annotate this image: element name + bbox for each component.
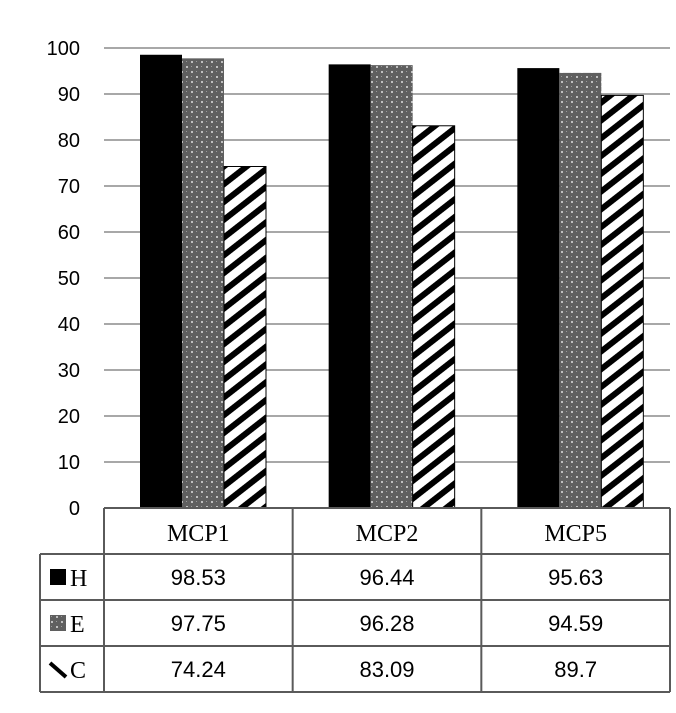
table-cell-value: 83.09 xyxy=(359,657,414,682)
category-label: MCP2 xyxy=(356,521,419,547)
table-cell-value: 97.75 xyxy=(171,611,226,636)
bar-h-mcp1 xyxy=(140,54,182,509)
bar-c-mcp1 xyxy=(223,165,267,509)
y-tick-label: 40 xyxy=(58,314,80,336)
data-table: MCP1 MCP2 MCP5 H 98.53 96.44 95.63 E 97.75 96.28 9… xyxy=(39,507,671,693)
legend-label: E xyxy=(70,612,85,638)
legend-label: C xyxy=(70,658,86,684)
y-tick-label: 30 xyxy=(58,360,80,382)
bar-c-mcp5 xyxy=(600,94,644,509)
bar-h-mcp2 xyxy=(328,64,371,508)
bars xyxy=(140,54,644,509)
table-cell-value: 89.7 xyxy=(554,657,597,682)
y-tick-label: 0 xyxy=(69,498,80,520)
bar-h-mcp5 xyxy=(517,68,560,509)
y-tick-label: 80 xyxy=(58,130,80,152)
table-cell-value: 98.53 xyxy=(171,565,226,590)
legend-swatch-h xyxy=(50,569,66,585)
y-axis: 0 10 20 30 40 50 60 70 80 90 100 xyxy=(47,38,80,520)
bar-e-mcp1 xyxy=(182,58,224,508)
bar-e-mcp5 xyxy=(559,72,602,509)
y-tick-label: 100 xyxy=(47,38,80,60)
bar-c-mcp2 xyxy=(412,125,456,509)
y-tick-label: 60 xyxy=(58,222,80,244)
table-cell-value: 94.59 xyxy=(548,611,603,636)
category-label: MCP5 xyxy=(544,521,607,547)
table-cell-value: 95.63 xyxy=(548,565,603,590)
bar-e-mcp2 xyxy=(370,65,413,508)
table-cell-value: 74.24 xyxy=(171,657,226,682)
y-tick-label: 20 xyxy=(58,406,80,428)
table-cell-value: 96.44 xyxy=(359,565,414,590)
legend-swatch-stroke xyxy=(48,661,68,679)
legend-swatch-e xyxy=(50,615,66,631)
y-tick-label: 90 xyxy=(58,84,80,106)
category-label: MCP1 xyxy=(167,521,230,547)
table-cell-value: 96.28 xyxy=(359,611,414,636)
legend-label: H xyxy=(70,566,87,592)
y-tick-label: 70 xyxy=(58,176,80,198)
y-tick-label: 50 xyxy=(58,268,80,290)
y-tick-label: 10 xyxy=(58,452,80,474)
